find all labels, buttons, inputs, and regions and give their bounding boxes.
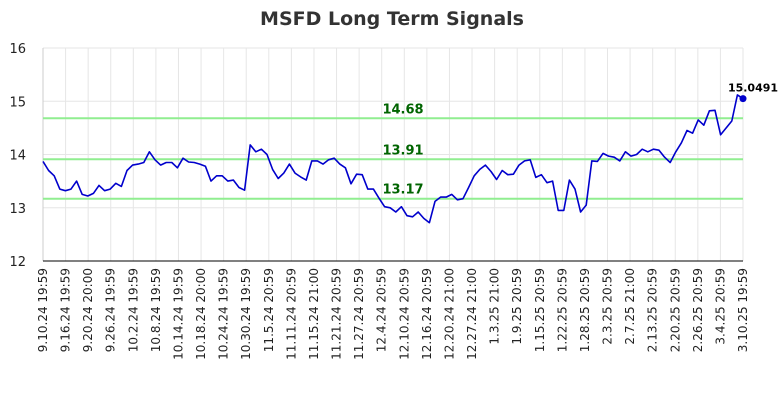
x-tick-label: 1.9.25 20:59 [510,268,524,345]
x-tick-label: 1.15.25 20:59 [533,268,547,352]
x-tick-label: 9.16.24 19:59 [59,268,73,352]
x-tick-label: 3.10.25 19:59 [736,268,750,352]
signal-label: 14.68 [382,102,423,117]
y-tick-label: 14 [9,149,26,164]
x-tick-label: 11.21.24 20:59 [330,268,344,360]
y-tick-label: 13 [9,202,26,217]
y-tick-label: 12 [9,255,26,270]
last-point-marker [739,95,747,103]
labels: 14.68 13.91 13.17 15.0491 [382,82,778,198]
signal-label: 13.17 [382,183,423,198]
x-tick-label: 11.27.24 20:59 [352,268,366,360]
grid [42,47,744,261]
x-tick-label: 1.3.25 21:00 [488,268,502,345]
x-tick-label: 12.10.24 20:59 [397,268,411,360]
x-tick-label: 10.18.24 20:00 [194,268,208,360]
x-tick-label: 2.13.25 20:59 [646,268,660,352]
x-tick-label: 10.2.24 19:59 [126,268,140,352]
x-tick-label: 9.26.24 19:59 [104,268,118,352]
x-tick-label: 10.24.24 19:59 [217,268,231,360]
x-tick-label: 3.4.25 20:59 [713,268,727,345]
chart-title: MSFD Long Term Signals [260,8,524,30]
y-tick-label: 16 [9,42,26,57]
x-tick-label: 2.26.25 20:59 [691,268,705,352]
x-tick-label: 2.20.25 20:59 [668,268,682,352]
x-tick-label: 9.10.24 19:59 [36,268,50,352]
x-tick-label: 10.8.24 19:59 [149,268,163,352]
x-tick-label: 11.11.24 20:59 [284,268,298,360]
x-tick-label: 11.15.24 21:00 [307,268,321,360]
y-tick-label: 15 [9,95,26,110]
x-tick-label: 2.3.25 20:59 [601,268,615,345]
x-tick-label: 1.22.25 20:59 [555,268,569,352]
signal-lines [43,117,743,200]
x-tick-label: 12.4.24 20:59 [375,268,389,352]
last-point-label: 15.0491 [728,82,778,95]
series-line [42,94,744,224]
x-tick-label: 12.20.24 21:00 [442,268,456,360]
x-tick-label: 12.16.24 20:59 [420,268,434,360]
price-series [42,94,747,224]
x-tick-label: 9.20.24 20:00 [81,268,95,352]
signal-label: 13.91 [382,143,423,158]
x-tick-label: 11.5.24 20:59 [262,268,276,352]
x-tick-label: 1.28.25 20:59 [578,268,592,352]
x-tick-label: 10.30.24 19:59 [239,268,253,360]
x-tick-label: 2.7.25 21:00 [623,268,637,345]
x-tick-label: 10.14.24 19:59 [171,268,185,360]
axes: 12 13 14 15 16 9.10.24 19:59 9.16.24 19:59 9.20… [9,42,750,360]
x-tick-label: 12.27.24 21:00 [465,268,479,360]
